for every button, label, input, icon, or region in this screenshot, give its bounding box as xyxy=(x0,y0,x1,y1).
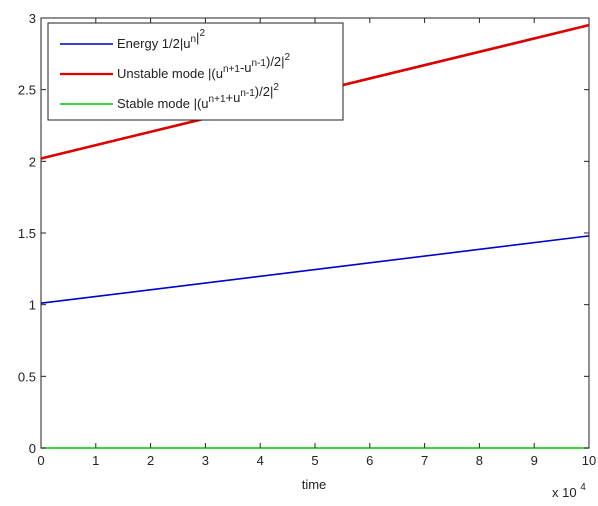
x-tick-label: 4 xyxy=(257,453,264,468)
x-tick-label: 0 xyxy=(37,453,44,468)
x-tick-label: 1 xyxy=(92,453,99,468)
x-tick-label: 9 xyxy=(531,453,538,468)
tick-layer: 0 1 2 3 4 5 6 7 8 9 10 0 0.5 1 1.5 2 2.5 3 xyxy=(18,11,596,468)
x-tick-label: 6 xyxy=(366,453,373,468)
y-tick-label: 1.5 xyxy=(18,226,36,241)
x-axis-multiplier: x 10 4 xyxy=(552,482,586,500)
series-line-1 xyxy=(40,235,590,305)
y-tick-label: 2.5 xyxy=(18,83,36,98)
legend-label-2: Unstable mode |(un+1-un-1)/2|2 xyxy=(117,52,291,81)
x-multiplier-exponent: 4 xyxy=(580,482,586,493)
legend-label-3: Stable mode |(un+1+un-1)/2|2 xyxy=(117,82,279,111)
x-tick-label: 5 xyxy=(311,453,318,468)
y-tick-label: 0 xyxy=(29,441,36,456)
x-axis-label: time xyxy=(302,477,327,492)
y-tick-label: 1 xyxy=(29,298,36,313)
y-tick-label: 3 xyxy=(29,11,36,26)
x-tick-label: 7 xyxy=(421,453,428,468)
plot-area: 0 1 2 3 4 5 6 7 8 9 10 0 0.5 1 1.5 2 2.5 3 Energy 1/2|un|… xyxy=(18,11,596,468)
y-tick-label: 2 xyxy=(29,154,36,169)
legend-label-1: Energy 1/2|un|2 xyxy=(117,28,205,51)
x-tick-label: 8 xyxy=(476,453,483,468)
x-tick-label: 10 xyxy=(582,453,596,468)
x-tick-label: 2 xyxy=(147,453,154,468)
x-multiplier-base: x 10 xyxy=(552,485,577,500)
y-tick-label: 0.5 xyxy=(18,369,36,384)
x-tick-label: 3 xyxy=(202,453,209,468)
